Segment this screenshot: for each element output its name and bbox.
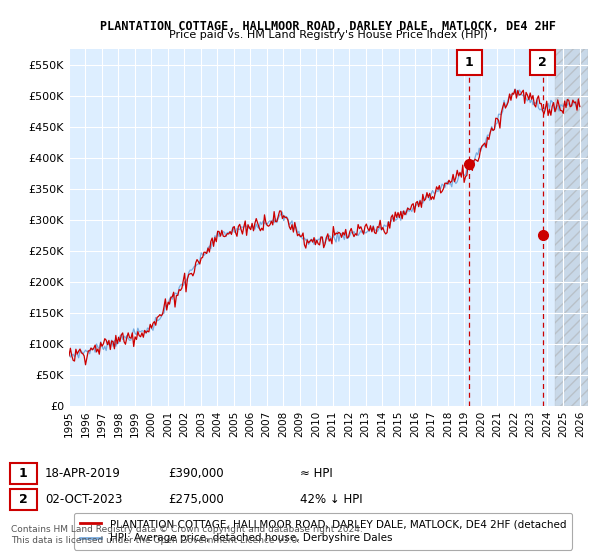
Text: 02-OCT-2023: 02-OCT-2023: [45, 493, 122, 506]
Text: 1: 1: [19, 466, 28, 480]
Bar: [555, 49, 588, 406]
Text: ≈ HPI: ≈ HPI: [300, 466, 333, 480]
Text: Price paid vs. HM Land Registry's House Price Index (HPI): Price paid vs. HM Land Registry's House …: [169, 30, 488, 40]
Title: PLANTATION COTTAGE, HALLMOOR ROAD, DARLEY DALE, MATLOCK, DE4 2HF: PLANTATION COTTAGE, HALLMOOR ROAD, DARLE…: [101, 20, 557, 33]
Text: 2: 2: [538, 56, 547, 69]
Legend: PLANTATION COTTAGE, HALLMOOR ROAD, DARLEY DALE, MATLOCK, DE4 2HF (detached, HPI:: PLANTATION COTTAGE, HALLMOOR ROAD, DARLE…: [74, 513, 572, 549]
Text: £390,000: £390,000: [168, 466, 224, 480]
FancyBboxPatch shape: [457, 50, 482, 75]
Text: 1: 1: [465, 56, 473, 69]
Bar: [555, 49, 588, 406]
Text: 18-APR-2019: 18-APR-2019: [45, 466, 121, 480]
Text: Contains HM Land Registry data © Crown copyright and database right 2024.
This d: Contains HM Land Registry data © Crown c…: [11, 525, 362, 545]
FancyBboxPatch shape: [530, 50, 555, 75]
Text: 2: 2: [19, 493, 28, 506]
Text: £275,000: £275,000: [168, 493, 224, 506]
Text: 42% ↓ HPI: 42% ↓ HPI: [300, 493, 362, 506]
